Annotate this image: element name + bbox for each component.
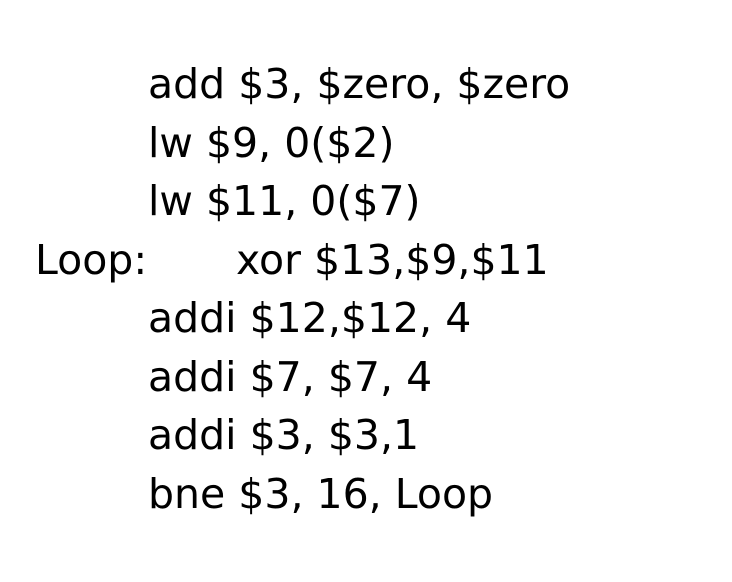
line-instruction: addi $3, $3,1 — [148, 411, 420, 459]
code-line-loop: Loop: xor $13,$9,$11 — [0, 231, 732, 290]
code-line: addi $3, $3,1 — [0, 406, 732, 465]
line-instruction: bne $3, 16, Loop — [148, 469, 494, 518]
line-instruction: lw $11, 0($7) — [148, 177, 421, 225]
line-instruction: addi $12,$12, 4 — [148, 294, 472, 342]
line-instruction: xor $13,$9,$11 — [236, 235, 549, 284]
code-line: lw $9, 0($2) — [0, 114, 732, 173]
code-line: lw $11, 0($7) — [0, 172, 732, 231]
code-line: addi $12,$12, 4 — [0, 289, 732, 348]
code-line: add $3, $zero, $zero — [0, 55, 732, 114]
code-line: addi $7, $7, 4 — [0, 348, 732, 407]
line-instruction: addi $7, $7, 4 — [148, 352, 433, 401]
assembly-code-block: add $3, $zero, $zero lw $9, 0($2) lw $11… — [0, 55, 732, 523]
line-instruction: lw $9, 0($2) — [148, 118, 395, 167]
line-instruction: add $3, $zero, $zero — [148, 60, 571, 108]
loop-label: Loop: — [35, 235, 148, 284]
code-line: bne $3, 16, Loop — [0, 465, 732, 524]
